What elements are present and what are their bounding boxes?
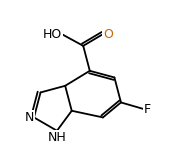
Text: F: F (144, 103, 151, 116)
Text: O: O (103, 28, 113, 41)
Text: HO: HO (43, 28, 62, 41)
Text: NH: NH (48, 131, 66, 144)
Text: N: N (25, 111, 34, 124)
